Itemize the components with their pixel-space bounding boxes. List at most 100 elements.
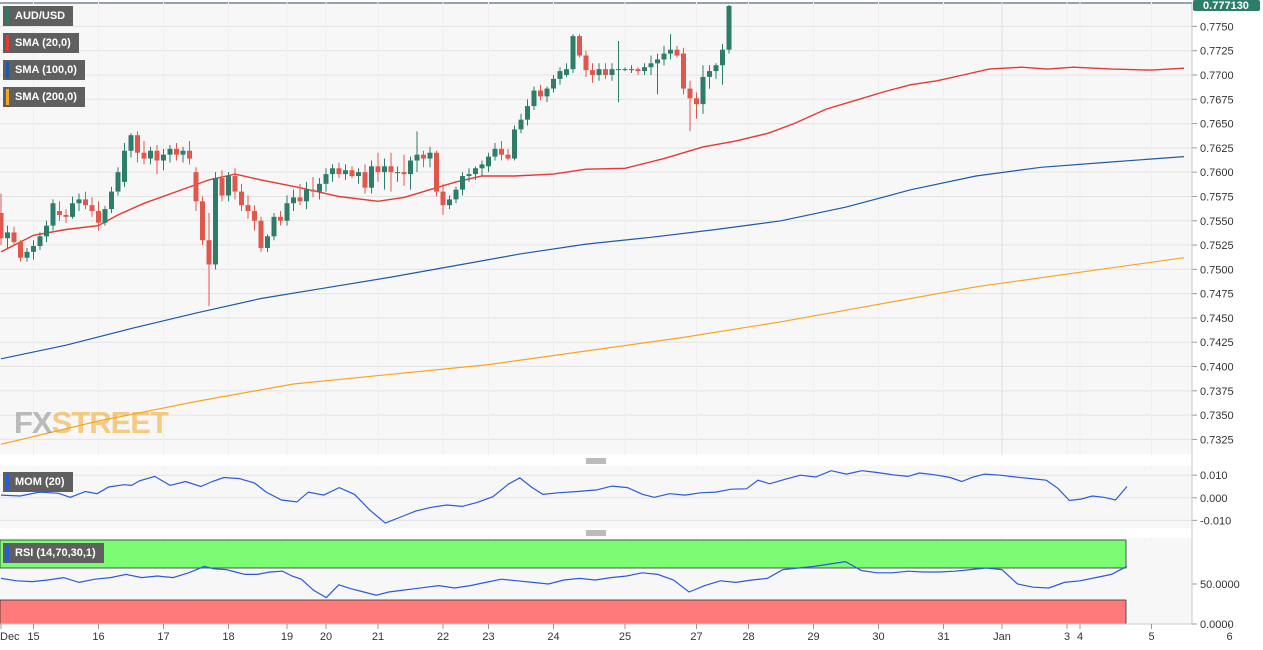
candle-body bbox=[265, 236, 270, 248]
candle-body bbox=[720, 49, 725, 66]
candle-body bbox=[271, 216, 277, 237]
candle-body bbox=[414, 154, 420, 161]
watermark-fx: FX bbox=[14, 405, 53, 440]
rsi-path bbox=[0, 560, 1128, 599]
candle-body bbox=[479, 164, 485, 169]
candle-body bbox=[694, 98, 699, 105]
candle-body bbox=[681, 53, 686, 89]
candle-body bbox=[109, 191, 114, 210]
candle-body bbox=[551, 78, 556, 89]
candle-body bbox=[83, 199, 88, 206]
price-panel[interactable] bbox=[0, 2, 1192, 454]
time-tick-label: Jan bbox=[993, 631, 1011, 643]
candle-body bbox=[596, 69, 602, 75]
price-grid bbox=[0, 25, 1192, 440]
price-tick-label: 0.7750 bbox=[1200, 21, 1234, 33]
candle-body bbox=[577, 36, 582, 56]
resize-handle-2[interactable] bbox=[586, 530, 606, 536]
time-tick-label: 5 bbox=[1148, 631, 1154, 643]
candle-body bbox=[570, 36, 576, 70]
candle-body bbox=[187, 150, 192, 159]
candle-body bbox=[37, 236, 43, 247]
mom-tick-label: -0.010 bbox=[1200, 515, 1231, 527]
candle-body bbox=[278, 216, 283, 221]
mom-y-axis: 0.010 0.000 -0.010 bbox=[1192, 470, 1231, 527]
sma100-tag[interactable]: SMA (100,0) bbox=[3, 60, 85, 80]
candle-body bbox=[518, 119, 524, 130]
candle-body bbox=[440, 191, 446, 206]
candle-body bbox=[141, 152, 147, 159]
sma20-tag[interactable]: SMA (20,0) bbox=[3, 33, 79, 53]
price-tick-label: 0.7325 bbox=[1200, 434, 1234, 446]
last-price-tag: 0.777130 bbox=[1193, 0, 1260, 12]
mom-line bbox=[0, 470, 1128, 524]
candle-body bbox=[590, 70, 595, 75]
time-tick-label: 3 bbox=[1064, 631, 1070, 643]
price-tick-label: 0.7675 bbox=[1200, 94, 1234, 106]
candle-body bbox=[505, 154, 511, 159]
sma-100-path bbox=[0, 156, 1185, 360]
pane-divider-1[interactable] bbox=[0, 455, 1192, 465]
candle-body bbox=[0, 212, 4, 239]
watermark-street: STREET bbox=[51, 405, 169, 440]
candle-body bbox=[492, 148, 498, 157]
time-tick-label: 16 bbox=[92, 631, 104, 643]
candle-body bbox=[382, 166, 387, 173]
candle-body bbox=[239, 191, 244, 206]
mom-tick-label: 0.010 bbox=[1200, 470, 1228, 482]
candle-body bbox=[655, 59, 660, 64]
time-tick-label: 19 bbox=[281, 631, 293, 643]
candle-body bbox=[174, 148, 179, 155]
candle-body bbox=[24, 251, 30, 258]
candle-body bbox=[616, 69, 621, 71]
time-tick-label: 28 bbox=[742, 631, 754, 643]
candle-body bbox=[544, 88, 550, 97]
candle-body bbox=[219, 177, 225, 196]
candle-body bbox=[167, 148, 173, 155]
candle-body bbox=[453, 189, 459, 200]
rsi-tick-label: 0.0000 bbox=[1200, 619, 1234, 631]
candle-body bbox=[525, 106, 530, 120]
candle-body bbox=[473, 168, 478, 175]
candle-body bbox=[115, 172, 121, 192]
candle-body bbox=[323, 174, 329, 184]
time-axis: Dec 15 16 17 18 19 20 21 22 23 24 25 27 28 29 30 31 Jan 3 4… bbox=[0, 624, 1233, 643]
time-tick-label: 18 bbox=[222, 631, 234, 643]
time-tick-label: 4 bbox=[1077, 631, 1083, 643]
candle-body bbox=[388, 166, 394, 173]
candle-body bbox=[213, 177, 218, 265]
candle-body bbox=[557, 71, 563, 79]
rsi-tag[interactable]: RSI (14,70,30,1) bbox=[3, 543, 104, 563]
rsi-oversold-zone bbox=[0, 599, 1127, 625]
mom-panel[interactable] bbox=[0, 466, 1192, 528]
sma200-label: SMA (200,0) bbox=[15, 91, 77, 103]
candle-body bbox=[629, 69, 634, 71]
last-price-value: 0.777130 bbox=[1203, 0, 1249, 12]
symbol-tag[interactable]: AUD/USD bbox=[3, 6, 74, 26]
price-tick-label: 0.7525 bbox=[1200, 240, 1234, 252]
candle-body bbox=[622, 69, 628, 71]
candle-body bbox=[726, 5, 732, 50]
candle-body bbox=[18, 242, 23, 258]
candle-body bbox=[284, 203, 290, 221]
sma200-color-bar bbox=[6, 89, 9, 105]
candle-body bbox=[466, 174, 472, 177]
price-tick-label: 0.7550 bbox=[1200, 216, 1234, 228]
price-tick-label: 0.7625 bbox=[1200, 143, 1234, 155]
candle-body bbox=[336, 168, 342, 175]
mom-label: MOM (20) bbox=[15, 476, 65, 488]
price-tick-label: 0.7350 bbox=[1200, 410, 1234, 422]
candle-body bbox=[96, 211, 101, 223]
candle-body bbox=[401, 172, 407, 175]
resize-handle-1[interactable] bbox=[586, 458, 606, 464]
sma200-tag[interactable]: SMA (200,0) bbox=[3, 87, 85, 107]
mom-tag[interactable]: MOM (20) bbox=[3, 472, 73, 492]
candle-body bbox=[258, 220, 264, 248]
time-tick-label: 6 bbox=[1226, 631, 1232, 643]
candle-body bbox=[395, 172, 400, 174]
symbol-label: AUD/USD bbox=[15, 10, 66, 22]
symbol-color-bar bbox=[6, 8, 9, 24]
candle-body bbox=[668, 49, 673, 54]
candle-body bbox=[31, 246, 36, 252]
